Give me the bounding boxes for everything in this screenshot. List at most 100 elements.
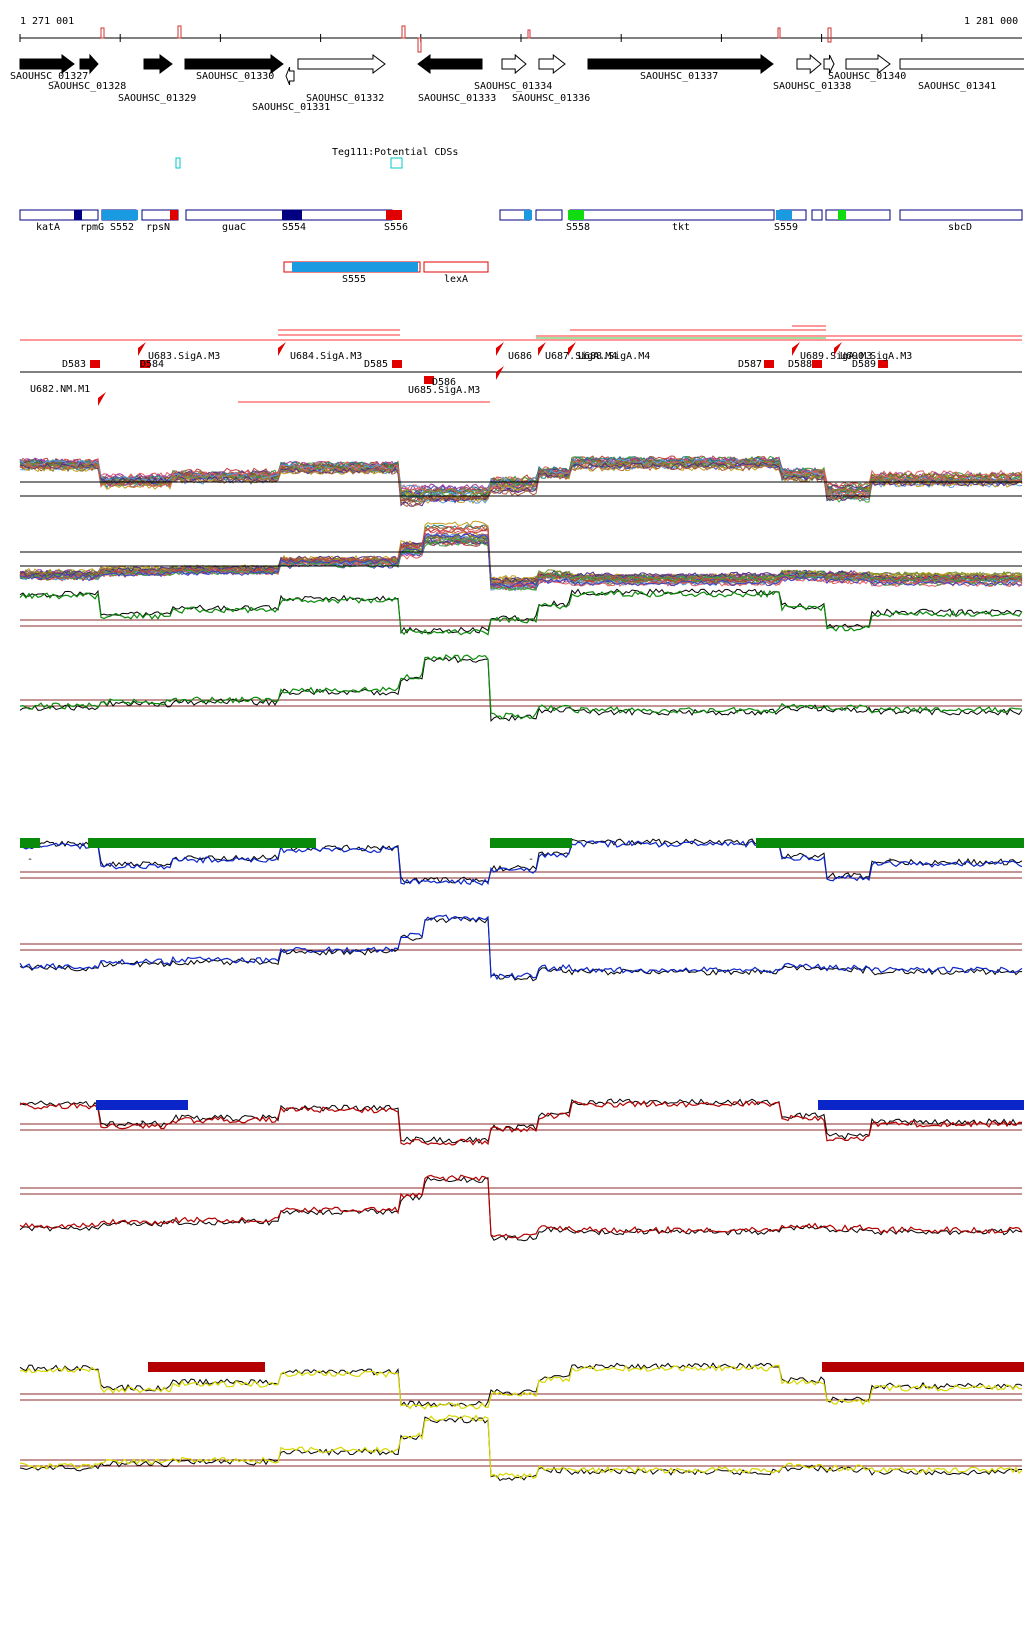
tss-flag[interactable] bbox=[496, 366, 504, 380]
gene-arrow[interactable] bbox=[19, 54, 75, 74]
feature-block[interactable] bbox=[838, 210, 846, 220]
tss-label: D584 bbox=[140, 359, 164, 370]
feature-block[interactable] bbox=[292, 262, 418, 272]
tss-flag[interactable] bbox=[834, 342, 842, 356]
feature-track: katA rpmG S552 rpsN guaC S554 S556 S558 tkt S559 s… bbox=[19, 209, 1023, 285]
feature-box[interactable] bbox=[535, 209, 563, 221]
feature-box[interactable] bbox=[811, 209, 823, 221]
tss-marker[interactable] bbox=[812, 360, 822, 368]
gene-label: SAOUHSC_01337 bbox=[640, 71, 718, 82]
tss-flag[interactable] bbox=[568, 342, 576, 356]
potential-cds-marker[interactable] bbox=[175, 157, 181, 169]
feature-block[interactable] bbox=[776, 210, 792, 220]
gene-arrow[interactable] bbox=[79, 53, 99, 75]
gene-label: SAOUHSC_01338 bbox=[773, 81, 851, 92]
tss-flag[interactable] bbox=[538, 342, 546, 356]
expression-plots bbox=[19, 455, 1023, 1482]
expression-trace bbox=[19, 656, 1023, 723]
expression-trace bbox=[19, 1364, 1023, 1410]
gene-arrow[interactable] bbox=[417, 54, 483, 74]
ruler-start-label: 1 271 001 bbox=[20, 16, 74, 27]
tss-marker[interactable] bbox=[90, 360, 100, 368]
feature-box[interactable] bbox=[423, 261, 489, 273]
tss-flag[interactable] bbox=[496, 342, 504, 356]
gene-arrow[interactable] bbox=[538, 53, 566, 75]
tss-marker[interactable] bbox=[140, 360, 150, 368]
feature-block[interactable] bbox=[386, 210, 402, 220]
expression-trace bbox=[19, 914, 1023, 981]
tss-label: U683.SigA.M3 bbox=[148, 351, 220, 362]
expression-trace bbox=[19, 1100, 1023, 1146]
ruler-marker bbox=[177, 25, 182, 39]
feature-block[interactable] bbox=[524, 210, 532, 220]
tss-flag[interactable] bbox=[278, 342, 286, 356]
gene-arrow[interactable] bbox=[285, 66, 295, 86]
condition-bar-mark: - bbox=[199, 854, 205, 865]
potential-cds-track: Teg111:Potential CDSs bbox=[175, 147, 458, 169]
feature-block[interactable] bbox=[568, 210, 584, 220]
condition-bar[interactable] bbox=[88, 838, 316, 848]
gene-arrow[interactable] bbox=[796, 53, 822, 75]
feature-label: S556 bbox=[384, 222, 408, 233]
feature-label: sbcD bbox=[948, 222, 972, 233]
tss-marker[interactable] bbox=[392, 360, 402, 368]
tss-flag[interactable] bbox=[792, 342, 800, 356]
condition-bar-mark: - bbox=[27, 854, 33, 865]
gene-label: SAOUHSC_01328 bbox=[48, 81, 126, 92]
gene-arrow[interactable] bbox=[899, 55, 1024, 73]
tss-label: U690.SigA.M3 bbox=[840, 351, 912, 362]
condition-bar[interactable] bbox=[20, 838, 40, 848]
condition-bar-mark: - bbox=[920, 1378, 926, 1389]
expression-trace bbox=[19, 654, 1023, 720]
ruler-marker bbox=[777, 27, 781, 39]
condition-bar[interactable] bbox=[822, 1362, 1024, 1372]
feature-block[interactable] bbox=[102, 210, 138, 220]
gene-label: SAOUHSC_01333 bbox=[418, 93, 496, 104]
gene-arrow[interactable] bbox=[587, 54, 774, 74]
feature-box[interactable] bbox=[825, 209, 891, 221]
tss-label: U687.SigA.M4 bbox=[545, 351, 617, 362]
condition-bars: - - - - - - - - bbox=[20, 838, 1024, 1389]
feature-block[interactable] bbox=[170, 210, 178, 220]
gene-label: SAOUHSC_01334 bbox=[474, 81, 552, 92]
tss-marker[interactable] bbox=[764, 360, 774, 368]
condition-bar[interactable] bbox=[818, 1100, 1024, 1110]
expression-trace bbox=[19, 916, 1023, 982]
potential-cds-label: Teg111:Potential CDSs bbox=[332, 147, 458, 158]
feature-box[interactable] bbox=[19, 209, 99, 221]
condition-bar[interactable] bbox=[756, 838, 1024, 848]
feature-box[interactable] bbox=[899, 209, 1023, 221]
gene-label: SAOUHSC_01329 bbox=[118, 93, 196, 104]
gene-arrow[interactable] bbox=[297, 54, 386, 74]
expression-trace bbox=[19, 458, 1023, 504]
expression-trace bbox=[19, 459, 1023, 497]
gene-arrow[interactable] bbox=[845, 54, 891, 74]
condition-bar[interactable] bbox=[490, 838, 572, 848]
feature-box[interactable] bbox=[569, 209, 775, 221]
expression-trace bbox=[19, 1098, 1023, 1144]
gene-arrow[interactable] bbox=[184, 54, 284, 74]
tss-flag[interactable] bbox=[98, 392, 106, 406]
tss-marker[interactable] bbox=[424, 376, 434, 384]
condition-bar[interactable] bbox=[96, 1100, 188, 1110]
expression-trace bbox=[19, 1362, 1023, 1408]
potential-cds-marker[interactable] bbox=[390, 157, 403, 169]
gene-arrow[interactable] bbox=[823, 54, 835, 74]
tss-marker[interactable] bbox=[878, 360, 888, 368]
gene-arrow[interactable] bbox=[501, 53, 527, 75]
ruler-marker bbox=[401, 25, 406, 39]
gene-arrow[interactable] bbox=[143, 54, 173, 74]
ruler-marker bbox=[417, 37, 422, 53]
condition-bar[interactable] bbox=[148, 1362, 265, 1372]
feature-label: S559 bbox=[774, 222, 798, 233]
feature-block[interactable] bbox=[74, 210, 82, 220]
expression-trace bbox=[19, 532, 1023, 588]
feature-block[interactable] bbox=[282, 210, 302, 220]
condition-bar-mark: - bbox=[139, 1116, 145, 1127]
expression-trace bbox=[19, 839, 1023, 886]
gene-label: SAOUHSC_01341 bbox=[918, 81, 996, 92]
ruler-marker bbox=[827, 27, 832, 43]
tss-flag[interactable] bbox=[138, 342, 146, 356]
